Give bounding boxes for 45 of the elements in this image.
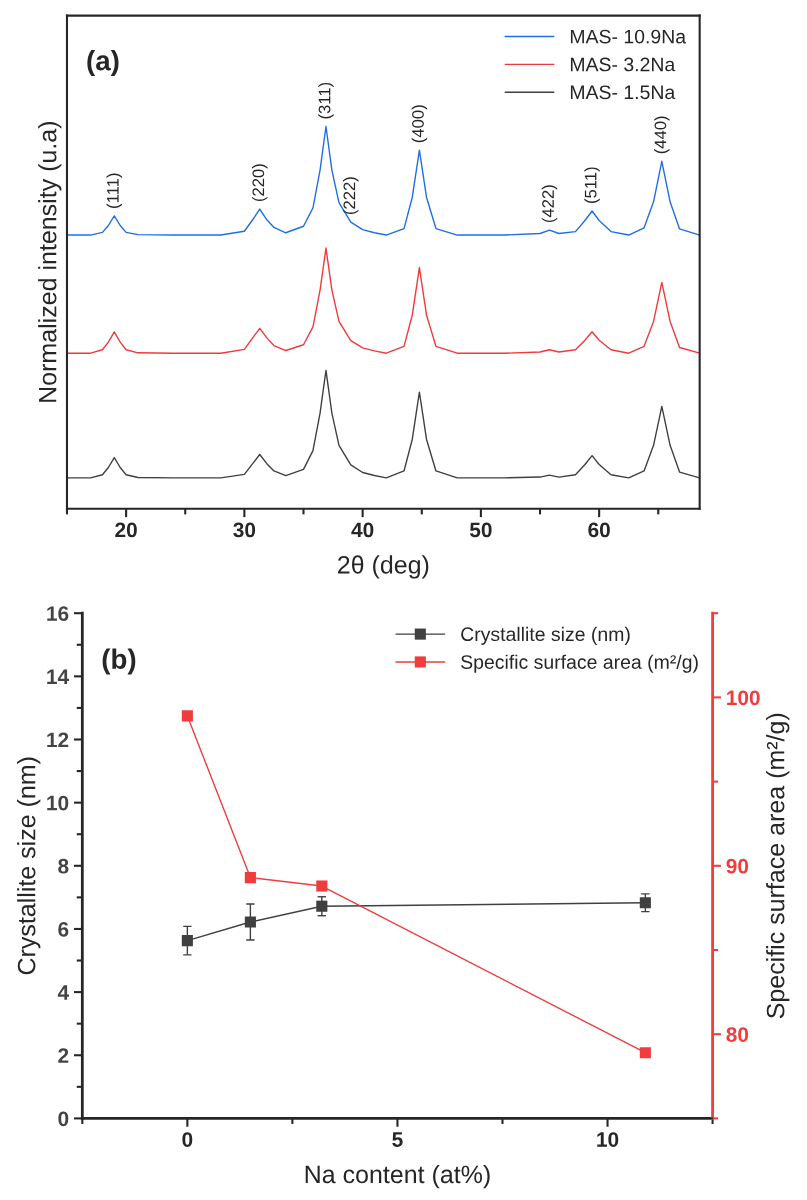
y-tick-label: 4	[57, 985, 70, 1000]
legend-label: MAS- 3.2Na	[570, 57, 676, 72]
x-tick-label: 5	[392, 1132, 403, 1147]
legend-label: MAS- 10.9Na	[570, 29, 687, 44]
x-tick-label: 50	[469, 522, 492, 538]
y-tick-label: 2	[58, 1048, 69, 1063]
y-axis-title: Crystallite size (nm)	[17, 757, 41, 975]
annotation: (440)	[654, 116, 670, 154]
text: (a)	[87, 50, 119, 77]
y2-tick-label: 100	[727, 690, 760, 706]
annotation: (222)	[343, 177, 359, 215]
x-tick-label: 30	[233, 522, 256, 538]
point	[244, 916, 256, 928]
x-tick-label: 60	[588, 522, 610, 538]
x-tick-label: 0	[182, 1132, 193, 1147]
x-axis-title: 2θ (deg)	[338, 555, 429, 579]
x-tick-label: 20	[115, 522, 137, 538]
annotation: (511)	[584, 167, 600, 203]
y-tick-label: 0	[58, 1111, 69, 1127]
annotation: (311)	[318, 82, 334, 119]
x-tick-label: 40	[351, 522, 374, 538]
annotation: (422)	[541, 185, 558, 223]
legend-label: MAS- 1.5Na	[570, 85, 676, 100]
point	[639, 1047, 651, 1059]
y-tick-label: 10	[47, 795, 69, 811]
y-tick-label: 16	[47, 606, 69, 621]
point	[244, 872, 256, 884]
x-tick-label: 10	[597, 1132, 619, 1147]
y-axis-title: Normalized intensity (u.a)	[38, 122, 62, 402]
legend-label: Crystallite size (nm)	[461, 626, 630, 645]
y2-tick-label: 80	[726, 1027, 749, 1042]
legend-label: Specific surface area (m²/g)	[461, 654, 698, 673]
y-tick-label: 8	[58, 858, 69, 874]
x-axis-title: Na content (at%)	[305, 1164, 490, 1189]
y2-axis-title: Specific surface area (m²/g)	[766, 713, 790, 1019]
y2-tick-label: 90	[726, 858, 749, 874]
y-tick-label: 6	[58, 921, 69, 937]
point	[316, 880, 328, 892]
y-tick-label: 14	[47, 669, 70, 684]
point	[181, 710, 193, 722]
annotation: (b)	[102, 648, 136, 675]
annotation: (400)	[411, 105, 428, 143]
annotation: (111)	[106, 173, 123, 208]
y-tick-label: 12	[47, 732, 69, 748]
annotation: (220)	[251, 164, 268, 202]
